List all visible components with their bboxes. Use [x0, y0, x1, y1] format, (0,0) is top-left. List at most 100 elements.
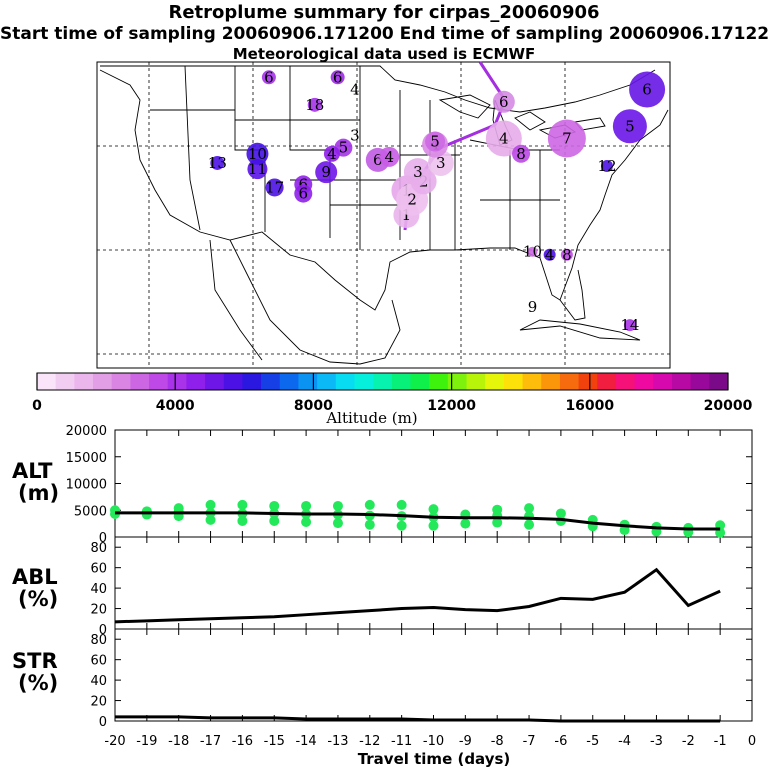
- map-points: 1122334455667864549661711101366181048141…: [208, 68, 666, 334]
- map-point: [492, 90, 515, 113]
- map-point-label: 17: [265, 178, 284, 196]
- y-tick-label: 0: [99, 531, 107, 546]
- colorbar-tick-label: 16000: [565, 398, 614, 414]
- colorbar-cell: [503, 373, 524, 390]
- map-point: [403, 158, 432, 187]
- alt-panel-label: ALT: [12, 459, 53, 483]
- y-tick-label: 20: [90, 695, 107, 710]
- x-tick-label: -9: [459, 734, 472, 749]
- colorbar-cell: [111, 373, 131, 390]
- map-point-label: 8: [562, 246, 572, 264]
- colorbar-cell: [298, 373, 318, 390]
- x-tick-label: -13: [327, 734, 348, 749]
- met-data-note: Meteorological data used is ECMWF: [232, 45, 536, 63]
- colorbar-cell: [541, 373, 561, 390]
- x-tick-label: -11: [391, 734, 412, 749]
- y-tick-label: 60: [90, 654, 107, 669]
- map-point-label: 1: [402, 206, 412, 224]
- y-tick-label: 20000: [66, 424, 107, 439]
- x-tick-label: -20: [104, 734, 125, 749]
- map-point-label: 18: [305, 96, 324, 114]
- alt-percentile-point: [237, 499, 248, 510]
- x-axis-label: Travel time (days): [358, 750, 511, 768]
- colorbar-cell: [93, 373, 113, 390]
- map-point-label: 11: [248, 160, 267, 178]
- colorbar-cell: [149, 373, 169, 390]
- map-point-label: 6: [333, 68, 343, 86]
- map-point-label: 6: [299, 175, 309, 193]
- colorbar-cell: [130, 373, 150, 390]
- alt-percentile-point: [524, 503, 535, 514]
- map-point-label: 3: [413, 163, 423, 181]
- x-tick-label: -6: [554, 734, 567, 749]
- colorbar-cell: [261, 373, 281, 390]
- map-point: [294, 184, 313, 203]
- alt-panel-unit: (m): [18, 481, 59, 505]
- abl-line: [114, 567, 721, 624]
- colorbar-cell: [55, 373, 75, 390]
- abl-panel-unit: (%): [18, 587, 58, 611]
- map-point-label: 2: [407, 191, 417, 209]
- colorbar-cell: [74, 373, 94, 390]
- map-point: [247, 159, 268, 180]
- x-tick-label: -5: [586, 734, 599, 749]
- x-tick-label: -8: [491, 734, 504, 749]
- chart-title: Retroplume summary for cirpas_20060906: [168, 2, 600, 23]
- alt-percentile-point: [492, 504, 503, 515]
- colorbar-cell: [559, 373, 580, 390]
- y-tick-label: 80: [90, 541, 107, 556]
- map-point: [512, 144, 531, 163]
- map-point-label: 3: [436, 154, 446, 172]
- colorbar-cell: [709, 373, 729, 390]
- x-tick-label: -17: [200, 734, 221, 749]
- colorbar-cell: [242, 373, 262, 390]
- map-point: [543, 248, 556, 261]
- alt-percentile-point: [460, 518, 471, 529]
- map-point: [379, 146, 400, 167]
- colorbar-cell: [279, 373, 299, 390]
- map-boundaries: [99, 65, 669, 365]
- map-point: [246, 142, 269, 165]
- x-tick-label: -15: [264, 734, 285, 749]
- colorbar-cell: [634, 373, 654, 390]
- alt-percentile-point: [364, 519, 375, 530]
- colorbar-cell: [447, 373, 468, 390]
- alt-percentile-point: [269, 515, 280, 526]
- map-point-label: 6: [264, 68, 274, 86]
- str-panel-frame: [114, 628, 753, 722]
- map-point-label: 5: [339, 139, 349, 157]
- colorbar-cell: [223, 373, 243, 390]
- map-point-label: 14: [620, 316, 639, 334]
- x-tick-label: -16: [232, 734, 253, 749]
- x-tick-label: -4: [618, 734, 631, 749]
- map-point-label: 6: [373, 151, 383, 169]
- map-point-label: 10: [248, 145, 267, 163]
- y-tick-label: 20: [90, 603, 107, 618]
- map-point: [629, 71, 666, 108]
- colorbar-cell: [578, 373, 598, 390]
- map-point-label: 5: [430, 133, 440, 151]
- colorbar-label: Altitude (m): [325, 409, 417, 427]
- map-point-label: 4: [350, 81, 360, 99]
- colorbar-cell: [615, 373, 636, 390]
- map-point-label: 4: [499, 130, 509, 148]
- map-point-label: 7: [562, 130, 572, 148]
- map-point: [265, 178, 284, 197]
- map-point: [261, 70, 276, 85]
- alt-percentile-point: [364, 499, 375, 510]
- y-tick-label: 10000: [66, 478, 107, 493]
- y-tick-label: 60: [90, 562, 107, 577]
- map-point: [210, 155, 225, 170]
- colorbar-cell: [391, 373, 412, 390]
- alt-percentile-point: [237, 515, 248, 526]
- str-panel-unit: (%): [18, 671, 58, 695]
- map-point: [315, 161, 338, 184]
- colorbar-cell: [429, 373, 449, 390]
- y-tick-label: 5000: [74, 504, 107, 519]
- map-point: [560, 248, 573, 261]
- map-panel: 1122334455667864549661711101366181048141…: [96, 61, 671, 369]
- colorbar-cell: [167, 373, 187, 390]
- x-tick-label: -14: [295, 734, 316, 749]
- y-tick-label: 0: [99, 715, 107, 730]
